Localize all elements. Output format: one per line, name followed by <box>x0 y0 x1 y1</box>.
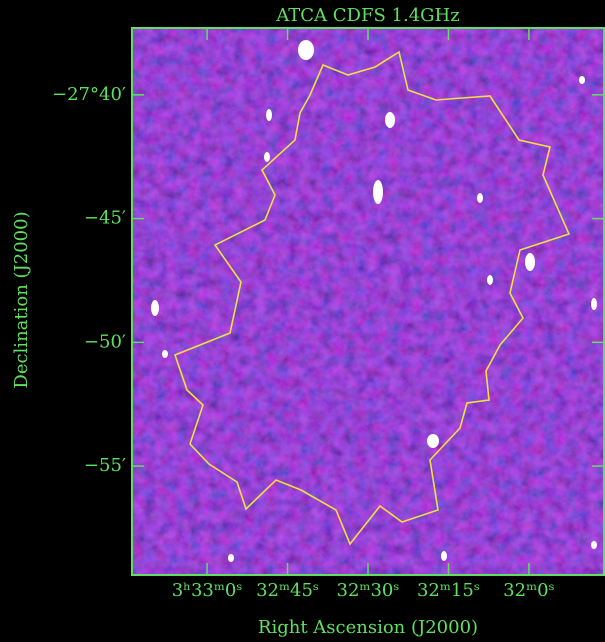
x-tick-label: 3ʰ33ᵐ0ˢ <box>172 580 243 601</box>
y-tick-label: −55′ <box>84 455 126 476</box>
x-tick-label: 32ᵐ0ˢ <box>503 580 554 601</box>
x-tick-label: 32ᵐ15ˢ <box>417 580 480 601</box>
y-axis-label: Declination (J2000) <box>11 211 32 388</box>
x-tick-label: 32ᵐ30ˢ <box>337 580 400 601</box>
y-tick-label: −27°40′ <box>52 84 126 105</box>
y-tick-label: −50′ <box>84 331 126 352</box>
x-axis-label: Right Ascension (J2000) <box>258 617 478 638</box>
y-tick-label: −45′ <box>84 208 126 229</box>
chart: ATCA CDFS 1.4GHz Right Ascension (J2000)… <box>0 0 605 642</box>
x-tick-label: 32ᵐ45ˢ <box>256 580 319 601</box>
sky-image <box>132 28 604 575</box>
chart-title: ATCA CDFS 1.4GHz <box>275 5 459 26</box>
